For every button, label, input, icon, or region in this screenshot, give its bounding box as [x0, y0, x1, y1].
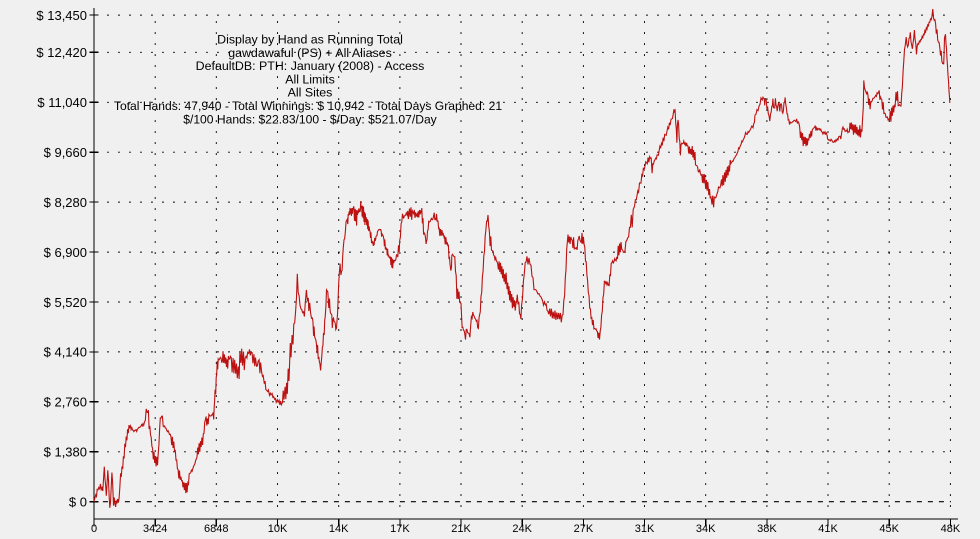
svg-text:$ 5,520: $ 5,520	[44, 295, 87, 310]
svg-text:14K: 14K	[329, 523, 349, 535]
svg-text:Display by Hand as Running Tot: Display by Hand as Running Total	[217, 33, 403, 47]
svg-text:gawdawaful (PS) + All Aliases: gawdawaful (PS) + All Aliases	[228, 46, 392, 60]
svg-text:$ 2,760: $ 2,760	[44, 395, 87, 410]
svg-text:31K: 31K	[635, 523, 655, 535]
svg-text:DefaultDB: PTH: January (2008): DefaultDB: PTH: January (2008) - Access	[196, 59, 425, 73]
svg-text:21K: 21K	[451, 523, 471, 535]
svg-text:$ 9,660: $ 9,660	[44, 145, 87, 160]
svg-text:17K: 17K	[390, 523, 410, 535]
svg-text:38K: 38K	[757, 523, 777, 535]
svg-text:$ 8,280: $ 8,280	[44, 195, 87, 210]
svg-text:$ 6,900: $ 6,900	[44, 245, 87, 260]
svg-text:$ 12,420: $ 12,420	[36, 45, 87, 60]
svg-text:Total Hands: 47,940 - Total Wi: Total Hands: 47,940 - Total Winnings: $ …	[114, 99, 502, 113]
svg-text:All Limits: All Limits	[285, 72, 335, 86]
svg-text:$ 1,380: $ 1,380	[44, 445, 87, 460]
svg-text:10K: 10K	[268, 523, 288, 535]
svg-text:41K: 41K	[818, 523, 838, 535]
svg-text:6848: 6848	[204, 523, 228, 535]
svg-text:45K: 45K	[879, 523, 899, 535]
svg-text:34K: 34K	[696, 523, 716, 535]
svg-text:48K: 48K	[941, 523, 961, 535]
svg-text:$/100 Hands: $22.83/100 - $/Da: $/100 Hands: $22.83/100 - $/Day: $521.07…	[183, 112, 437, 126]
svg-text:$ 0: $ 0	[69, 495, 87, 510]
svg-text:$ 13,450: $ 13,450	[36, 8, 87, 23]
svg-text:$ 11,040: $ 11,040	[37, 95, 87, 110]
svg-text:$ 4,140: $ 4,140	[44, 345, 87, 360]
svg-text:24K: 24K	[512, 523, 532, 535]
svg-text:0: 0	[91, 523, 97, 535]
svg-text:27K: 27K	[574, 523, 594, 535]
svg-text:All Sites: All Sites	[288, 86, 333, 100]
svg-text:3424: 3424	[143, 523, 167, 535]
